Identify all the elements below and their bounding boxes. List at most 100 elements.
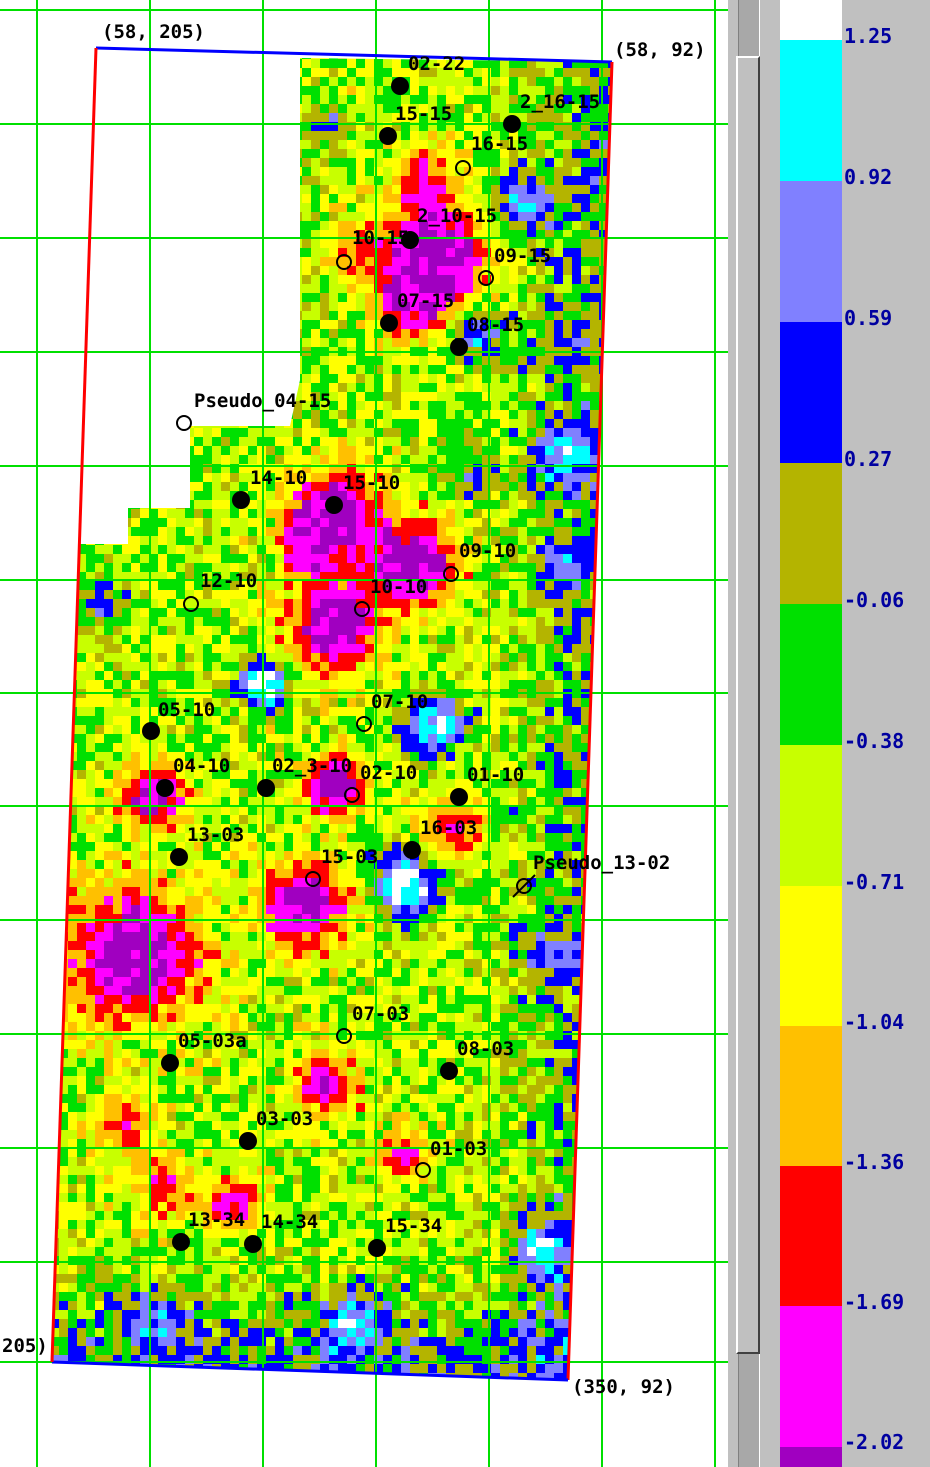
- well-marker[interactable]: 08-15: [450, 314, 524, 356]
- legend-swatch: [780, 1306, 842, 1447]
- legend-swatch: [780, 0, 842, 40]
- well-marker[interactable]: 16-15: [455, 133, 528, 176]
- legend-label: -2.02: [844, 1430, 905, 1454]
- legend-swatch: [780, 1447, 842, 1467]
- well-marker[interactable]: 08-03: [440, 1038, 514, 1080]
- well-marker[interactable]: Pseudo_13-02: [512, 852, 670, 898]
- legend-label: -0.06: [844, 588, 905, 612]
- well-symbol: [516, 878, 532, 894]
- scrollbar-thumb[interactable]: [736, 56, 760, 1354]
- well-symbol: [239, 1132, 257, 1150]
- well-label: 08-03: [457, 1038, 514, 1060]
- well-marker[interactable]: 07-15: [380, 290, 454, 332]
- well-marker[interactable]: 05-03a: [161, 1030, 247, 1072]
- well-symbol: [336, 1028, 352, 1044]
- well-marker[interactable]: 10-10: [354, 576, 427, 617]
- well-label: 15-15: [395, 103, 452, 125]
- legend-label: -0.71: [844, 870, 905, 894]
- well-label: 02_3-10: [272, 755, 352, 777]
- legend-swatch: [780, 40, 842, 181]
- well-label: 10-10: [370, 576, 427, 598]
- well-label: 2_10-15: [417, 205, 497, 227]
- corner-label-sw: 205): [2, 1335, 48, 1357]
- legend-label: -1.69: [844, 1290, 905, 1314]
- well-symbol: [232, 491, 250, 509]
- well-symbol: [443, 566, 459, 582]
- well-marker[interactable]: 02-10: [344, 762, 417, 803]
- well-marker[interactable]: 01-10: [450, 764, 524, 806]
- well-symbol: [450, 338, 468, 356]
- well-marker[interactable]: 15-03: [305, 846, 378, 887]
- well-symbol: [170, 848, 188, 866]
- well-label: 2_16-15: [520, 91, 600, 113]
- well-marker[interactable]: 09-15: [478, 245, 551, 286]
- well-symbol: [401, 231, 419, 249]
- corner-label-se: (350, 92): [572, 1376, 675, 1398]
- well-marker[interactable]: 10-15: [336, 227, 409, 270]
- well-symbol: [244, 1235, 262, 1253]
- corner-label-nw: (58, 205): [102, 21, 205, 43]
- legend-label: -1.36: [844, 1150, 905, 1174]
- well-label: 15-03: [321, 846, 378, 868]
- well-marker[interactable]: 02-22: [391, 53, 465, 95]
- well-symbol: [156, 779, 174, 797]
- color-legend: 1.25 0.92 0.59 0.27 -0.06 -0.38 -0.71 -1.04 -1.3…: [770, 0, 930, 1467]
- well-symbol: [379, 127, 397, 145]
- legend-label: 1.25: [844, 24, 893, 48]
- legend-color-bar: [780, 0, 842, 1467]
- well-label: 07-15: [397, 290, 454, 312]
- well-marker[interactable]: 14-34: [244, 1211, 318, 1253]
- well-label: 15-34: [385, 1215, 442, 1237]
- well-marker[interactable]: 09-10: [443, 540, 516, 582]
- well-marker[interactable]: 05-10: [142, 699, 215, 740]
- legend-swatch: [780, 745, 842, 886]
- well-symbol: [380, 314, 398, 332]
- grid-lines: [0, 0, 728, 1467]
- well-marker[interactable]: Pseudo_04-15: [176, 390, 331, 431]
- well-symbol: [305, 871, 321, 887]
- corner-labels: (58, 205) (58, 92) (350, 92) 205): [2, 21, 706, 1398]
- well-marker[interactable]: 03-03: [239, 1108, 313, 1150]
- well-symbol: [161, 1054, 179, 1072]
- well-marker[interactable]: 07-03: [336, 1003, 409, 1044]
- legend-label: -1.04: [844, 1010, 905, 1034]
- well-label: 04-10: [173, 755, 230, 777]
- well-marker[interactable]: 12-10: [183, 570, 257, 612]
- legend-label: 0.27: [844, 447, 893, 471]
- well-label: 05-03a: [178, 1030, 247, 1052]
- legend-swatch: [780, 322, 842, 463]
- well-symbol: [415, 1162, 431, 1178]
- well-symbol: [368, 1239, 386, 1257]
- well-label: 02-10: [360, 762, 417, 784]
- well-label: 05-10: [158, 699, 215, 721]
- map-canvas[interactable]: 02-22 2_16-15 15-15 16-15 2_10-15 10-15 09-15 0…: [0, 0, 728, 1467]
- vertical-scrollbar[interactable]: [728, 0, 770, 1467]
- well-label: 14-10: [250, 467, 307, 489]
- well-marker[interactable]: 02_3-10: [257, 755, 352, 797]
- well-marker[interactable]: 15-34: [368, 1215, 442, 1257]
- well-marker[interactable]: 07-10: [356, 691, 428, 732]
- well-marker[interactable]: 13-34: [172, 1209, 245, 1251]
- legend-swatch: [780, 1026, 842, 1166]
- legend-swatch: [780, 1166, 842, 1306]
- well-marker[interactable]: 01-03: [415, 1138, 487, 1178]
- well-marker[interactable]: 13-03: [170, 824, 244, 866]
- well-symbol: [455, 160, 471, 176]
- well-marker[interactable]: 16-03: [403, 817, 477, 859]
- well-marker[interactable]: 04-10: [156, 755, 230, 797]
- plugged-well-slash: [512, 874, 536, 898]
- well-marker[interactable]: 2_10-15: [401, 205, 497, 249]
- legend-label: 0.59: [844, 306, 893, 330]
- well-marker[interactable]: 15-15: [379, 103, 452, 145]
- well-label: 15-10: [343, 472, 400, 494]
- well-symbol: [503, 115, 521, 133]
- well-marker[interactable]: 2_16-15: [503, 91, 600, 133]
- map-panel[interactable]: 02-22 2_16-15 15-15 16-15 2_10-15 10-15 09-15 0…: [0, 0, 728, 1467]
- legend-swatch: [780, 181, 842, 322]
- well-marker[interactable]: 14-10: [232, 467, 307, 509]
- well-marker[interactable]: 15-10: [325, 472, 400, 514]
- corner-label-ne: (58, 92): [614, 39, 706, 61]
- well-label: 16-15: [471, 133, 528, 155]
- well-symbol: [403, 841, 421, 859]
- well-symbol: [344, 787, 360, 803]
